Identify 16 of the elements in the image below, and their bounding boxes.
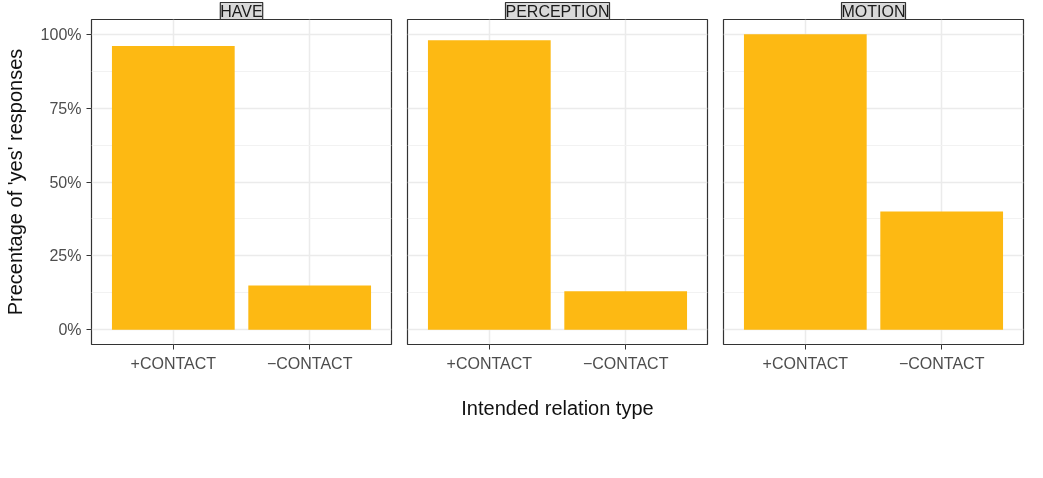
y-tick-label: 50% — [49, 173, 82, 191]
x-tick-label: −CONTACT — [898, 354, 985, 372]
chart-title: HAVE — [220, 2, 263, 20]
chart-title: PERCEPTION — [505, 2, 610, 20]
x-tick-label: +CONTACT — [762, 354, 849, 372]
y-tick-label: 0% — [58, 321, 82, 339]
y-axis-title: Precentage of 'yes' responses — [3, 48, 26, 316]
x-axis-title: Intended relation type — [461, 396, 654, 419]
x-tick-label: +CONTACT — [446, 354, 533, 372]
x-tick-label: −CONTACT — [266, 354, 353, 372]
y-tick-label: 25% — [49, 247, 82, 265]
x-tick-label: −CONTACT — [582, 354, 669, 372]
x-tick-label: +CONTACT — [130, 354, 217, 372]
y-tick-label: 75% — [49, 99, 82, 117]
y-tick-label: 100% — [40, 25, 82, 43]
chart-title: MOTION — [841, 2, 906, 20]
